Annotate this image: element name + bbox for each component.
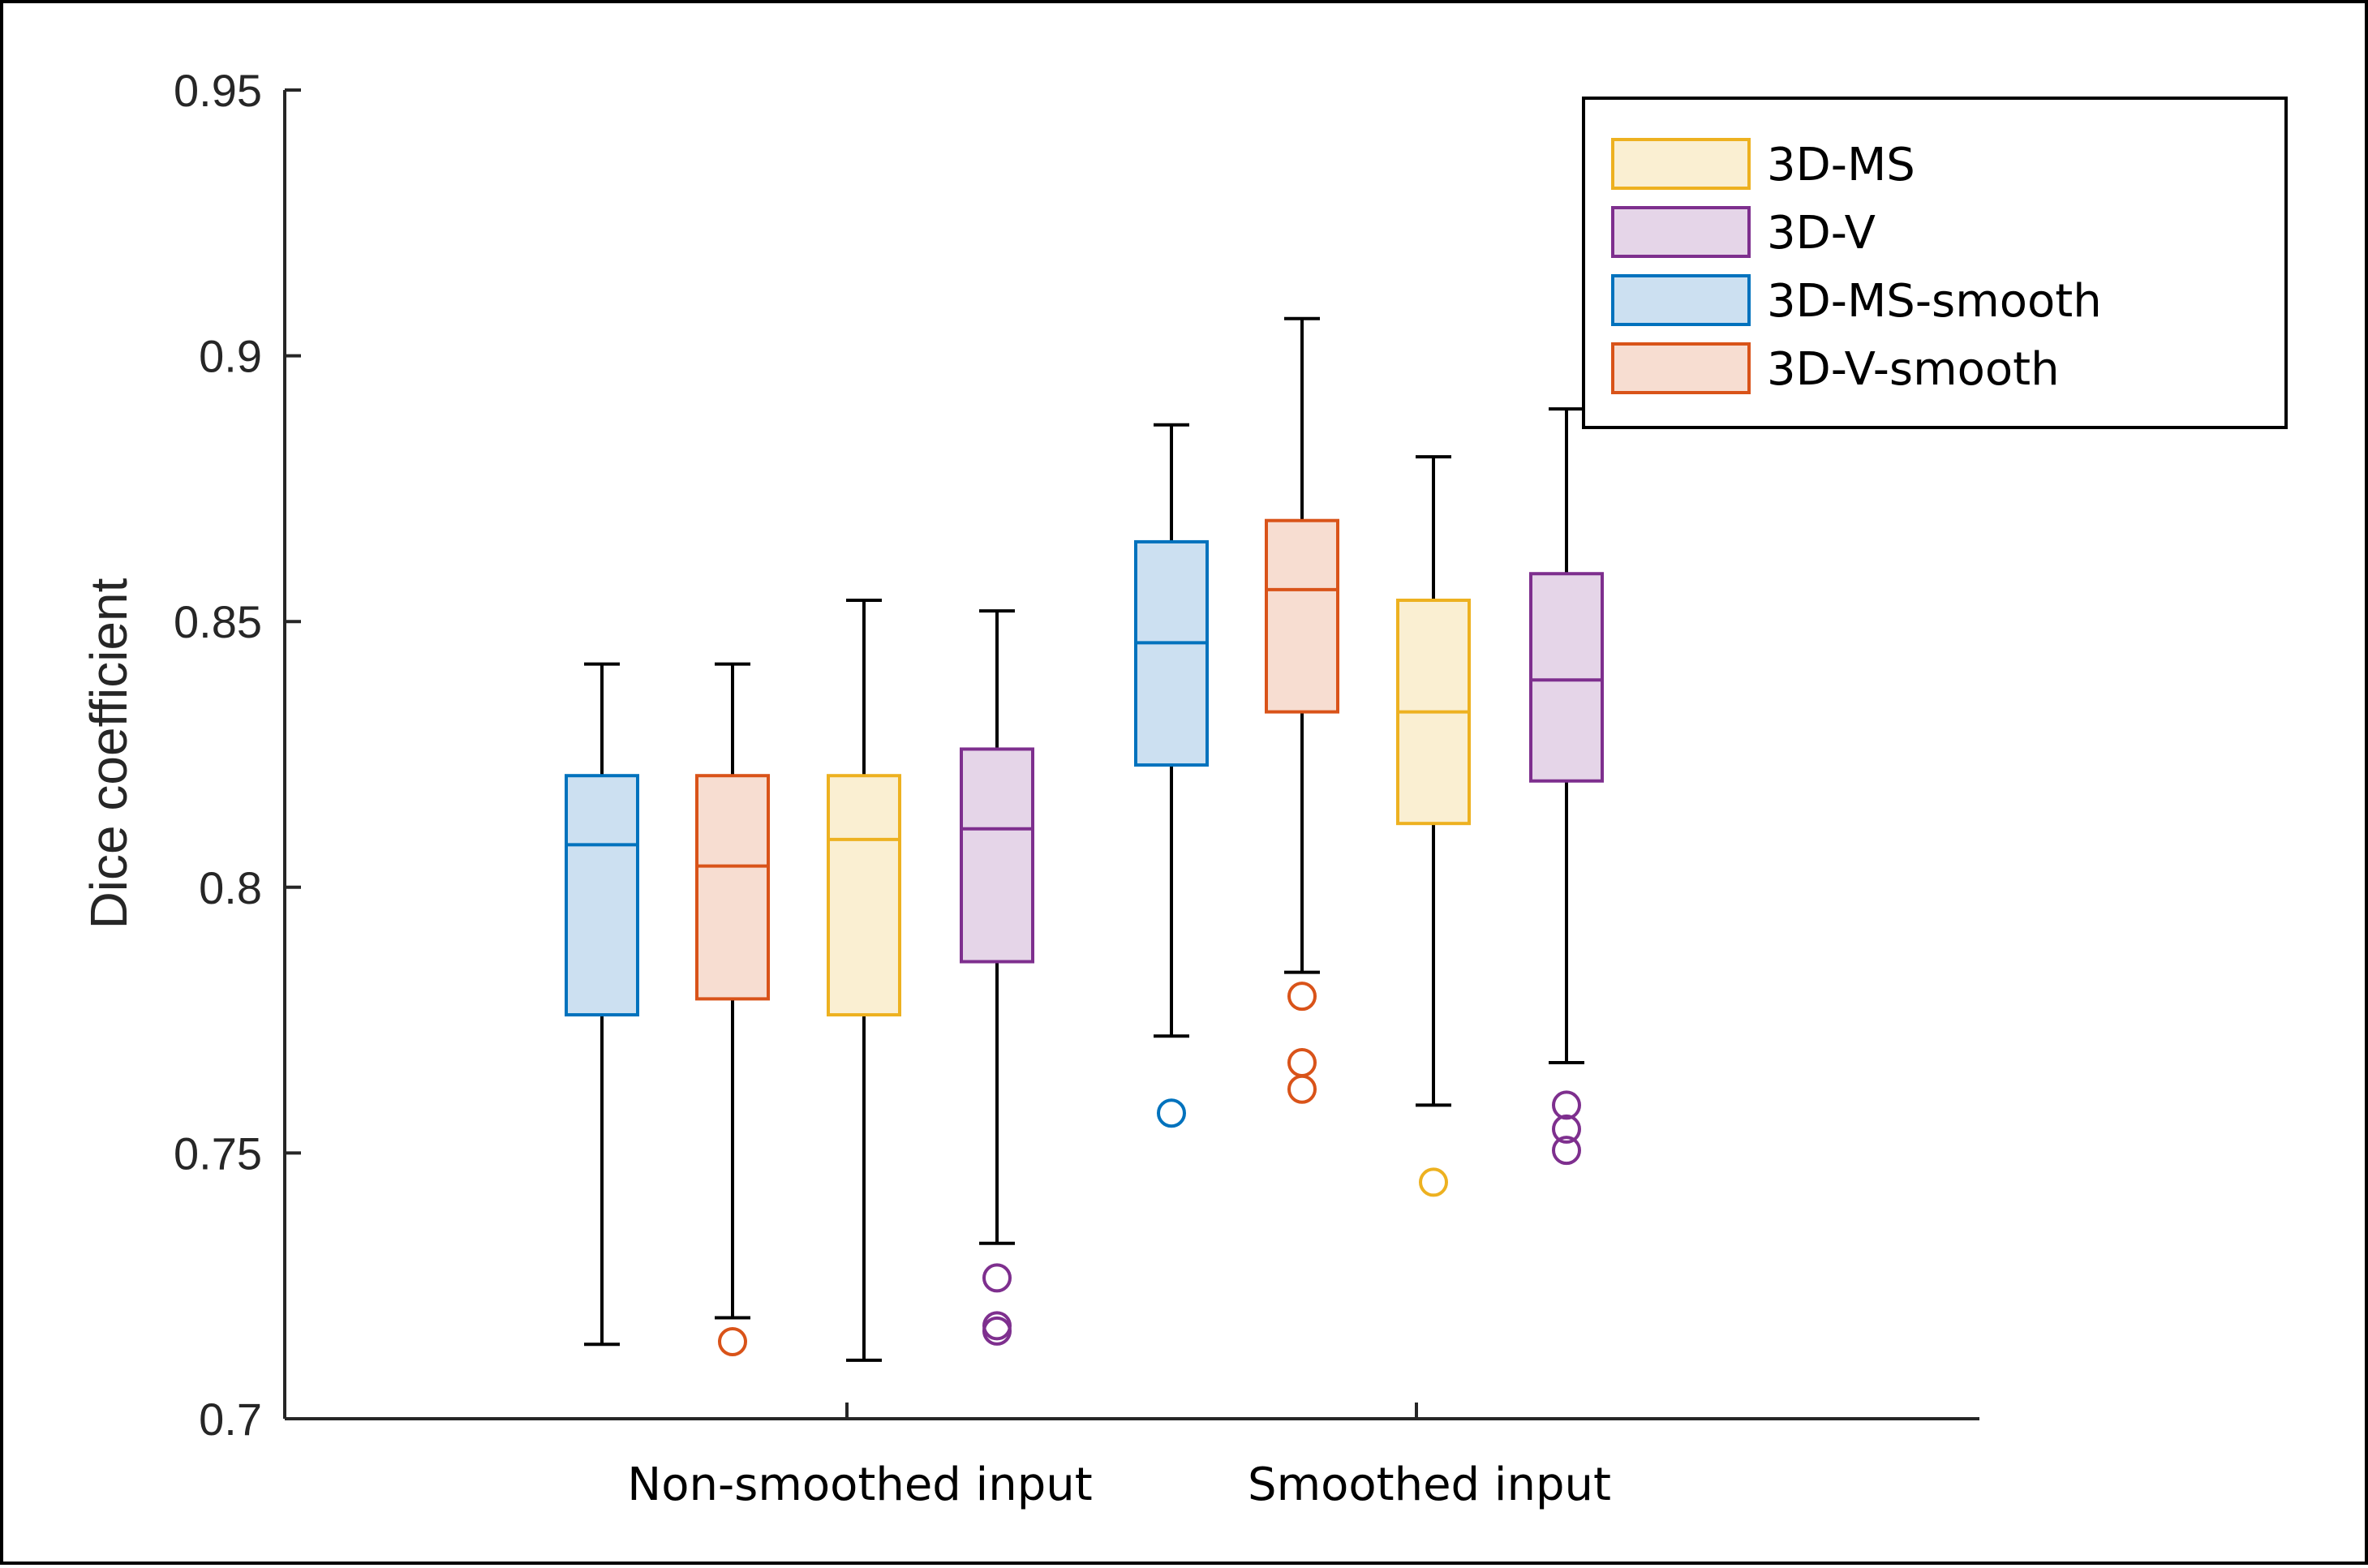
y-tick-label: 0.9 [199,331,262,382]
outlier-point [1552,1090,1581,1120]
outlier-point [1157,1098,1186,1128]
legend-swatch [1611,274,1751,326]
legend-swatch [1611,342,1751,394]
box-3D-MS-smooth [565,662,639,1347]
legend-swatch [1611,206,1751,258]
axes: 0.7 0.75 0.8 0.85 0.9 0.95 Non-smoothed input S… [174,65,1979,1511]
box-iqr [1529,572,1604,783]
outlier-point [1287,982,1317,1012]
box-iqr [960,747,1034,964]
box-iqr [695,774,770,1001]
legend: 3D-MS 3D-V 3D-MS-smooth 3D-V-smooth [1582,97,2288,429]
box-iqr [827,774,901,1017]
y-tick-label: 0.95 [174,65,262,116]
outlier-point [718,1326,747,1356]
y-tick-label: 0.85 [174,596,262,647]
box-3D-V-smooth [695,662,770,1356]
box-iqr [1265,518,1339,714]
legend-label: 3D-V [1767,207,1876,260]
outlier-point [1287,1048,1317,1078]
y-tick-label: 0.7 [199,1394,262,1445]
box-iqr [1134,539,1209,767]
outlier-point [982,1316,1012,1346]
box-3D-V-smooth [1265,316,1339,1104]
box-3D-V [960,609,1034,1346]
y-axis-label: Dice coefficient [80,578,138,929]
box-iqr [565,774,639,1017]
x-category-label: Smoothed input [1248,1458,1611,1511]
y-tick-label: 0.75 [174,1128,262,1179]
outlier-point [982,1263,1012,1293]
legend-swatch [1611,138,1751,190]
box-3D-MS [827,598,901,1362]
box-plot-chart: 0.7 0.75 0.8 0.85 0.9 0.95 Non-smoothed input S… [80,65,2288,1511]
outlier-point [1287,1074,1317,1104]
outlier-point [1419,1167,1448,1197]
outlier-point [1552,1114,1581,1144]
x-category-label: Non-smoothed input [627,1458,1092,1511]
outlier-point [1552,1136,1581,1166]
legend-label: 3D-MS-smooth [1767,275,2102,328]
legend-label: 3D-V-smooth [1767,343,2060,396]
box-3D-MS-smooth [1134,423,1209,1128]
legend-label: 3D-MS [1767,139,1915,191]
box-3D-V [1529,407,1604,1166]
box-3D-MS [1396,455,1471,1197]
y-tick-label: 0.8 [199,862,262,913]
boxes [565,316,1604,1362]
